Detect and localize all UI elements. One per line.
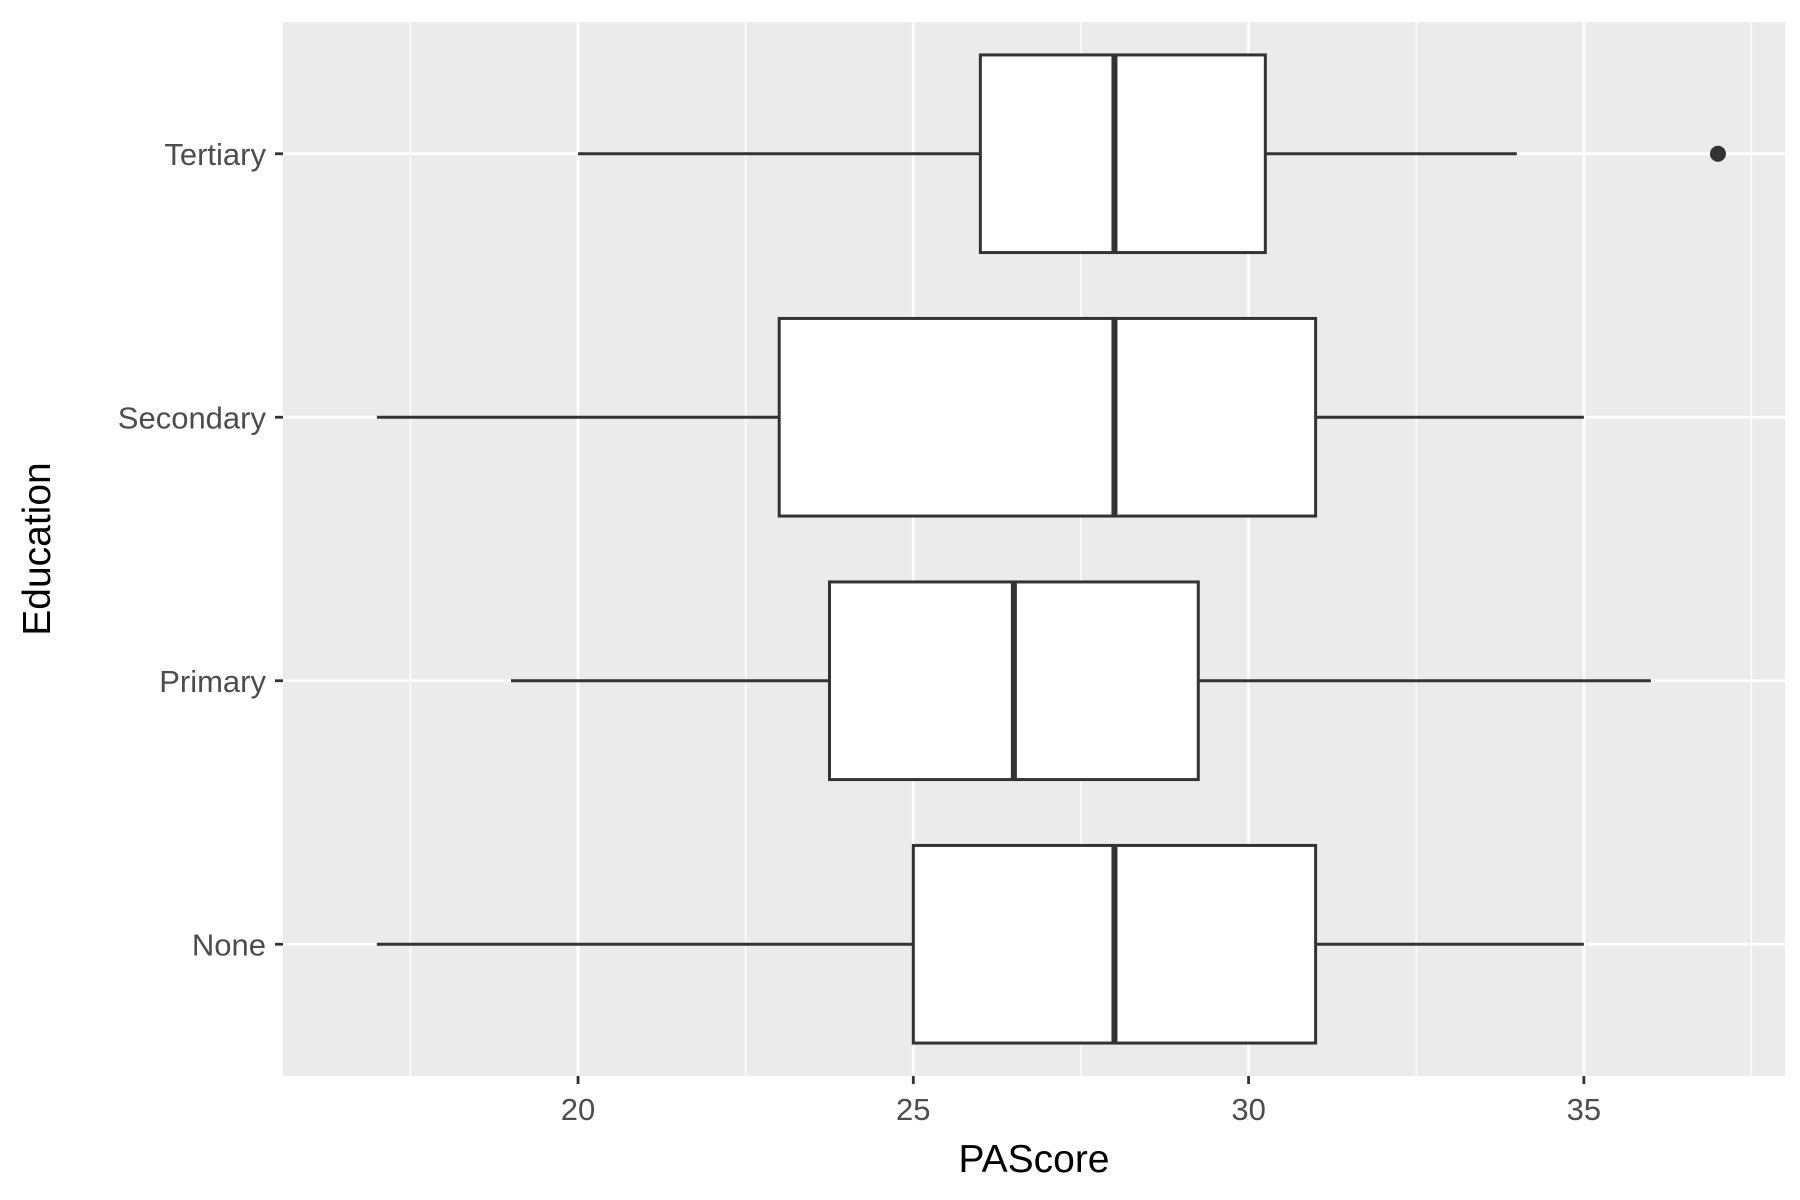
box-iqr — [978, 53, 1267, 255]
y-tick-label: Tertiary — [164, 137, 266, 172]
box-tertiary — [578, 53, 1726, 255]
x-tick-label: 30 — [1231, 1092, 1265, 1127]
outlier-point — [1709, 145, 1726, 162]
y-tick-label: Secondary — [118, 400, 267, 435]
x-tick-label: 20 — [561, 1092, 595, 1127]
x-tick-label: 25 — [896, 1092, 930, 1127]
box-none — [376, 843, 1584, 1045]
x-axis: 20 25 30 35 — [561, 1076, 1601, 1127]
x-axis-title: PAScore — [958, 1138, 1109, 1181]
x-tick-label: 35 — [1567, 1092, 1601, 1127]
box-primary — [510, 580, 1651, 782]
y-tick-label: Primary — [159, 664, 266, 699]
y-tick-label: None — [192, 927, 266, 962]
box-group — [376, 53, 1726, 1045]
box-secondary — [376, 316, 1584, 518]
y-axis-title: Education — [16, 462, 59, 635]
y-axis: None Primary Secondary Tertiary — [118, 137, 283, 962]
box-iqr — [777, 316, 1318, 518]
